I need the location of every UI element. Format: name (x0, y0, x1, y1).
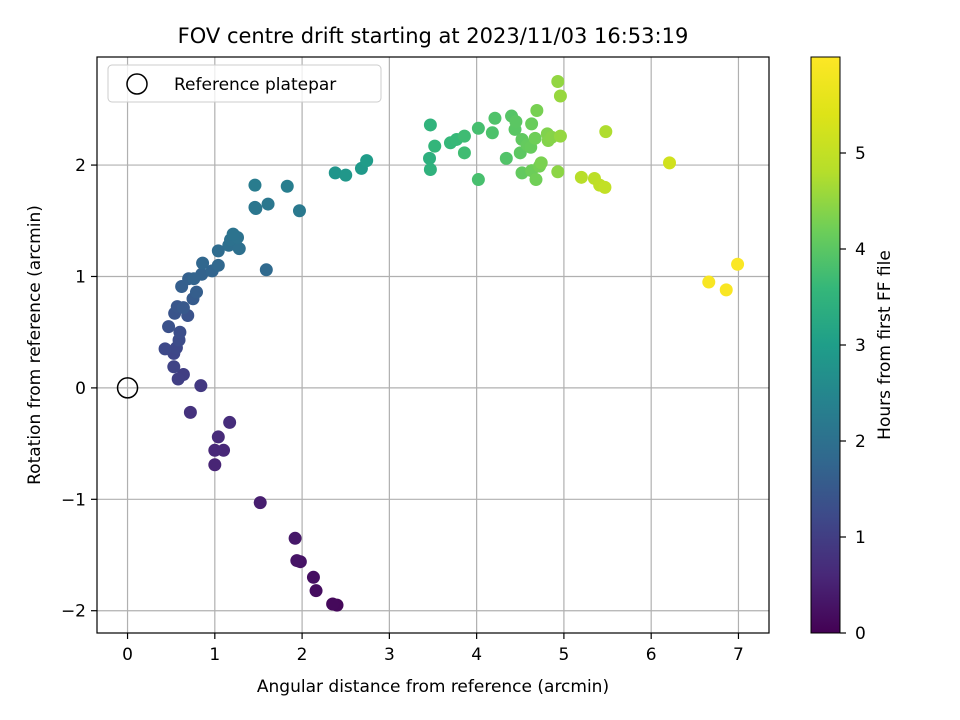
data-point (485, 126, 499, 140)
data-point (249, 202, 263, 216)
data-point (173, 325, 187, 339)
data-point (488, 111, 502, 125)
data-point (423, 163, 437, 177)
data-point (551, 165, 565, 179)
data-point (339, 168, 353, 182)
x-tick-label: 4 (471, 645, 482, 665)
data-point (306, 570, 320, 584)
data-point (599, 125, 613, 139)
legend-entry-reference-platepar: Reference platepar (174, 75, 336, 95)
y-tick-label: 2 (75, 156, 86, 176)
data-point (196, 256, 210, 270)
data-point (471, 121, 485, 135)
chart-title: FOV centre drift starting at 2023/11/03 … (178, 24, 689, 48)
colorbar: 0 1 2 3 4 5 Hours from first FF file (810, 56, 895, 644)
data-point (553, 129, 567, 143)
data-point (226, 227, 240, 241)
data-point (428, 139, 442, 153)
data-point (176, 301, 190, 315)
data-point (259, 263, 273, 277)
data-point (253, 496, 267, 510)
data-point (702, 275, 716, 289)
data-point (261, 197, 275, 211)
data-point (360, 154, 374, 168)
data-point (528, 131, 542, 145)
legend-marker-icon (126, 73, 148, 95)
data-point (162, 320, 176, 334)
data-point (232, 242, 246, 256)
data-point (326, 597, 340, 611)
data-point (525, 117, 539, 131)
colorbar-tick-label: 0 (855, 624, 866, 644)
y-tick-label: −1 (61, 490, 86, 510)
data-point (171, 372, 185, 386)
legend-box (107, 64, 382, 103)
x-tick-label: 5 (558, 645, 569, 665)
x-tick-label: 1 (209, 645, 220, 665)
data-point (211, 258, 225, 272)
scatter-points (158, 75, 745, 612)
data-point (471, 173, 485, 187)
data-point (194, 379, 208, 393)
data-point (731, 257, 745, 271)
data-point (499, 151, 513, 165)
data-point (211, 430, 225, 444)
x-axis-label: Angular distance from reference (arcmin) (257, 677, 609, 697)
x-axis-ticks: 0 1 2 3 4 5 6 7 (122, 633, 744, 665)
plot-frame (96, 56, 770, 634)
data-point (248, 178, 262, 192)
y-tick-label: 1 (75, 267, 86, 287)
data-point (189, 285, 203, 299)
data-point (457, 129, 471, 143)
colorbar-tick-label: 1 (855, 528, 866, 548)
data-point (530, 103, 544, 117)
data-point (187, 272, 201, 286)
x-tick-label: 6 (646, 645, 657, 665)
y-tick-label: −2 (61, 602, 86, 622)
reference-marker (116, 377, 139, 399)
y-axis-label: Rotation from reference (arcmin) (25, 205, 45, 485)
colorbar-tick-label: 2 (855, 432, 866, 452)
data-point (529, 173, 543, 187)
data-point (457, 146, 471, 160)
data-point (553, 89, 567, 103)
data-point (328, 166, 342, 180)
colorbar-tick-label: 4 (855, 240, 866, 260)
data-point (423, 118, 437, 132)
y-tick-label: 0 (75, 379, 86, 399)
colorbar-ticks: 0 1 2 3 4 5 (840, 144, 866, 644)
data-point (208, 443, 222, 457)
colorbar-tick-label: 5 (855, 144, 866, 164)
data-point (292, 204, 306, 218)
data-point (158, 342, 172, 356)
data-point (598, 180, 612, 194)
data-point (719, 283, 733, 297)
data-point (551, 75, 565, 89)
x-tick-label: 7 (733, 645, 744, 665)
data-point (183, 405, 197, 419)
colorbar-tick-label: 3 (855, 336, 866, 356)
data-point (223, 415, 237, 429)
x-tick-label: 0 (122, 645, 133, 665)
data-point (167, 360, 181, 374)
data-point (280, 179, 294, 193)
x-tick-label: 3 (384, 645, 395, 665)
data-point (211, 244, 225, 258)
data-point (288, 531, 302, 545)
data-point (574, 170, 588, 184)
data-point (509, 115, 523, 129)
reference-platepar-marker (116, 377, 139, 399)
data-point (423, 151, 437, 165)
colorbar-gradient (810, 56, 841, 634)
x-tick-label: 2 (297, 645, 308, 665)
y-axis-ticks: −2 −1 0 1 2 (61, 156, 97, 622)
colorbar-label: Hours from first FF file (875, 250, 895, 440)
data-point (534, 156, 548, 170)
data-point (663, 156, 677, 170)
data-point (309, 584, 323, 598)
legend: Reference platepar (107, 64, 382, 103)
data-point (208, 458, 222, 472)
data-point (290, 554, 304, 568)
